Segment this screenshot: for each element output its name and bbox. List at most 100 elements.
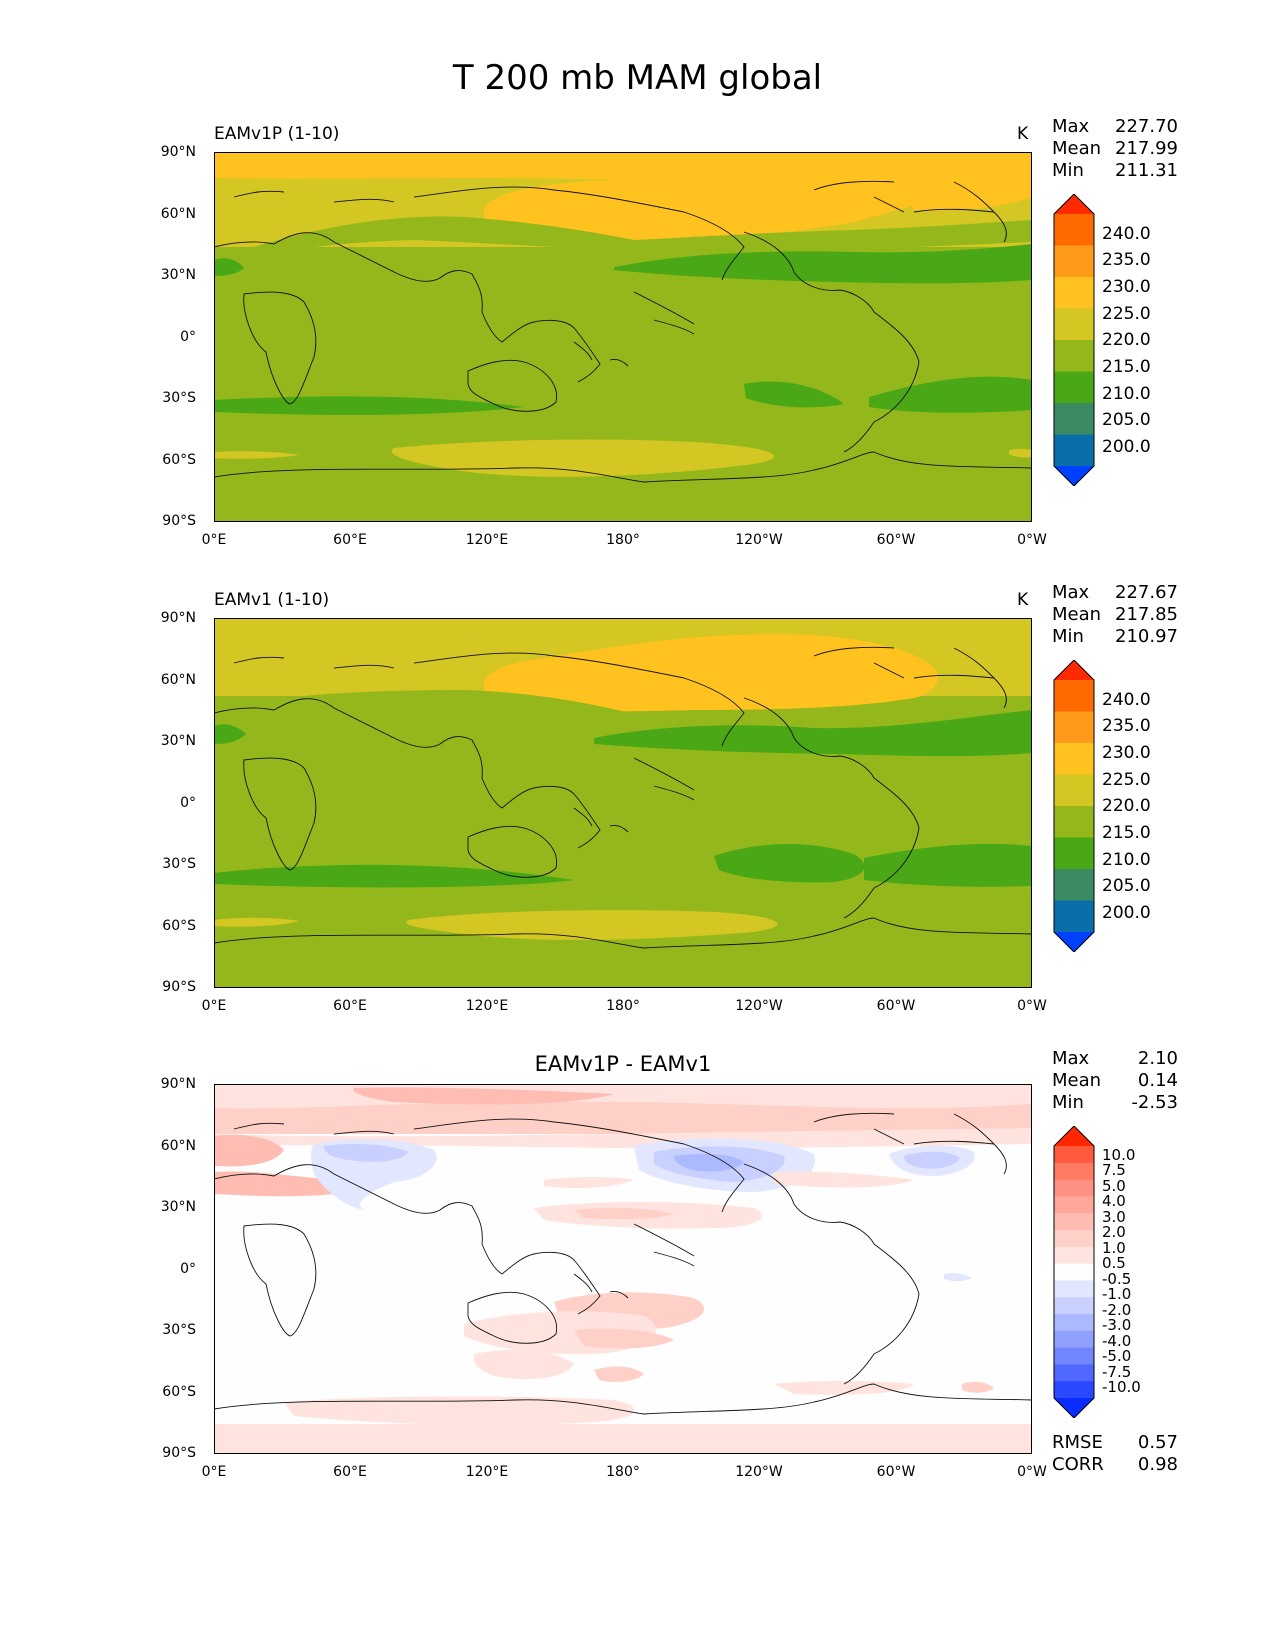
panel-2-colorbar-swatches [1053,659,1095,953]
panel-2-units: K [1017,590,1029,610]
panel-2-colorbar: 240.0 235.0 230.0 225.0 220.0 215.0 210.… [1052,659,1162,953]
colorbar-swatch [1054,1263,1094,1281]
p2-cbar-tick-240: 240.0 [1102,690,1151,710]
p2-ytick-90n: 90°N [160,610,196,626]
p3-cbar-tick-1: 1.0 [1102,1239,1126,1257]
colorbar-swatch [1054,743,1094,775]
p1-xtick-120e: 120°E [465,532,509,548]
p2-cbar-tick-210: 210.0 [1102,850,1151,870]
p3-cbar-tick-m3: -3.0 [1102,1316,1132,1334]
p3-xtick-0e: 0°E [201,1464,227,1480]
field-225-230-north [214,152,1032,245]
diff-warm-sh-high [284,1396,635,1425]
p3-cbar-tick-7-5: 7.5 [1102,1161,1126,1179]
p3-xtick-60w: 60°W [876,1464,916,1480]
p3-ytick-60n: 60°N [160,1138,196,1154]
p3-cbar-tick-m7-5: -7.5 [1102,1363,1132,1381]
p2-field-225-230-north [483,634,938,712]
p3-cbar-tick-0-5: 0.5 [1102,1254,1126,1272]
p1-cbar-tick-240: 240.0 [1102,224,1151,244]
colorbar-swatch [1054,434,1094,467]
p3-ytick-30n: 30°N [160,1199,196,1215]
panel-3-title: EAMv1P - EAMv1 [534,1052,712,1076]
p1-ytick-0: 0° [180,329,196,345]
p3-cbar-tick-m10: -10.0 [1102,1378,1141,1396]
p3-cbar-tick-4: 4.0 [1102,1192,1126,1210]
p3-xtick-60e: 60°E [333,1464,367,1480]
p2-field-210-215-sh-indian [214,864,574,888]
p3-cbar-tick-10: 10.0 [1102,1146,1136,1164]
colorbar-swatch [1054,245,1094,278]
p2-cbar-tick-230: 230.0 [1102,743,1151,763]
p2-cbar-tick-205: 205.0 [1102,876,1151,896]
panel-3-colorbar: 10.0 7.5 5.0 4.0 3.0 2.0 1.0 0.5 -0.5 -1… [1052,1125,1162,1419]
p2-xtick-60e: 60°E [333,998,367,1014]
p2-field-210-215-nh [594,710,1032,757]
p2-cbar-tick-215: 215.0 [1102,823,1151,843]
p2-xtick-0w: 0°W [1017,998,1047,1014]
p2-xtick-120w: 120°W [735,998,783,1014]
p1-ytick-30n: 30°N [160,267,196,283]
panel-1-map [214,152,1032,522]
p2-xtick-60w: 60°W [876,998,916,1014]
p3-ytick-90n: 90°N [160,1076,196,1092]
colorbar-swatch [1054,1213,1094,1231]
p3-cbar-tick-3: 3.0 [1102,1208,1126,1226]
colorbar-cap-bottom [1054,1398,1094,1418]
p3-ytick-90s: 90°S [162,1445,196,1461]
p1-cbar-tick-210: 210.0 [1102,384,1151,404]
colorbar-swatch [1054,340,1094,372]
panel-1-label: EAMv1P (1-10) [214,124,340,144]
p3-ytick-60s: 60°S [162,1384,196,1400]
p1-cbar-tick-205: 205.0 [1102,410,1151,430]
p1-ytick-90s: 90°S [162,513,196,529]
colorbar-cap-bottom [1054,466,1094,486]
p1-xtick-180: 180° [606,532,640,548]
colorbar-swatch [1054,1364,1094,1382]
colorbar-swatch [1054,869,1094,901]
p3-cbar-tick-m5: -5.0 [1102,1347,1132,1365]
colorbar-swatch [1054,1162,1094,1181]
field-210-215-sh-indian [214,396,524,415]
p1-xtick-0e: 0°E [201,532,227,548]
p2-xtick-0e: 0°E [201,998,227,1014]
panel-2-map [214,618,1032,988]
p2-ytick-60s: 60°S [162,918,196,934]
colorbar-cap-bottom [1054,932,1094,952]
colorbar-swatch [1054,837,1094,870]
field-220-225-sh [391,439,774,477]
colorbar-swatch [1054,1230,1094,1248]
p3-ytick-0: 0° [180,1261,196,1277]
p1-ytick-90n: 90°N [160,144,196,160]
p1-cbar-tick-230: 230.0 [1102,277,1151,297]
diff-warm-arctic-1 [353,1087,614,1105]
p2-ytick-0: 0° [180,795,196,811]
panel-1-colorbar-swatches [1053,193,1095,487]
colorbar-swatch [1054,1347,1094,1365]
colorbar-swatch [1054,308,1094,341]
colorbar-swatch [1054,1179,1094,1197]
colorbar-swatch [1054,1381,1094,1399]
p1-ytick-30s: 30°S [162,390,196,406]
field-210-215-nh-pacific [614,244,1032,284]
p2-ytick-30n: 30°N [160,733,196,749]
colorbar-outline [1053,659,1095,953]
colorbar-outline [1053,1125,1095,1419]
colorbar-swatch [1054,900,1094,933]
colorbar-swatch [1054,1314,1094,1332]
colorbar-cap-top [1054,194,1094,214]
p3-cbar-tick-2: 2.0 [1102,1223,1126,1241]
panel-1-contour-field [214,152,1032,522]
p3-cbar-tick-m0-5: -0.5 [1102,1270,1132,1288]
p1-xtick-60e: 60°E [333,532,367,548]
panel-1-units: K [1017,124,1029,144]
colorbar-outline [1053,193,1095,487]
colorbar-swatch [1054,1146,1094,1164]
p1-xtick-60w: 60°W [876,532,916,548]
panel-2-contour-field [214,618,1032,988]
p3-xtick-120e: 120°E [465,1464,509,1480]
panel-2-label: EAMv1 (1-10) [214,590,330,610]
colorbar-swatch [1054,774,1094,807]
p3-cbar-tick-m4: -4.0 [1102,1332,1132,1350]
colorbar-swatch [1054,371,1094,404]
